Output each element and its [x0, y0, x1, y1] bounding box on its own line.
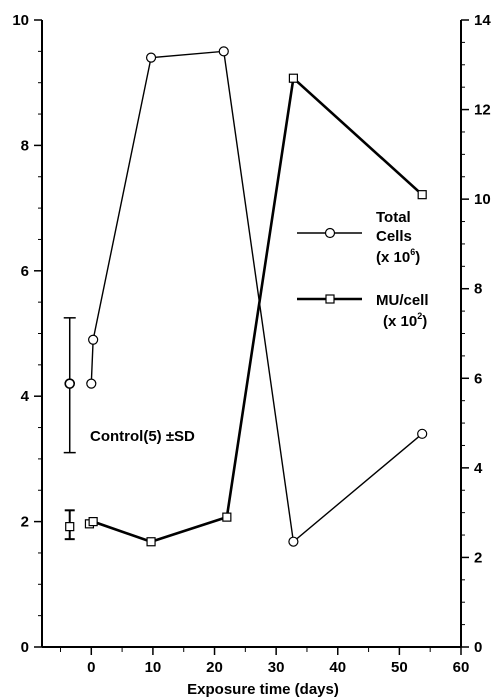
control-total-cells-point [64, 378, 76, 389]
y-right-tick-label: 14 [474, 12, 491, 29]
y-right-tick-label: 6 [474, 370, 482, 387]
legend-total-cells-line2: Cells [376, 228, 412, 245]
total-cells-series-line [90, 50, 423, 544]
control-layer: Control(5) ±SD [63, 317, 195, 541]
legend-mu-cell-close: ) [422, 313, 427, 330]
x-tick-label: 0 [87, 659, 95, 676]
legend-mu-cell-marker [325, 294, 335, 304]
control-label: Control(5) ±SD [90, 428, 195, 445]
series-layer [84, 46, 428, 547]
y-right-tick-label: 8 [474, 281, 482, 298]
y-right-tick-label: 10 [474, 191, 491, 208]
total-cells-point [88, 334, 99, 345]
y-right-tick-label: 0 [474, 639, 482, 656]
total-cells-point [86, 378, 97, 389]
y-right-tick-label: 2 [474, 549, 482, 566]
total-cells-point [417, 428, 428, 439]
x-tick-label: 40 [329, 659, 346, 676]
legend-mu-cell-unit: (x 10 [383, 313, 417, 330]
mu-cell-point [88, 516, 98, 527]
legend-total-cells-line3: (x 106) [376, 247, 420, 266]
mu-cell-point [146, 537, 156, 547]
total-cells-point [218, 46, 229, 57]
mu-cell-point [288, 73, 298, 83]
x-tick-label: 50 [391, 659, 408, 676]
legend-mu-cell-exponent: 2 [417, 311, 422, 321]
x-tick-label: 20 [206, 659, 223, 676]
y-left-tick-label: 10 [12, 12, 29, 29]
y-left-tick-label: 2 [21, 514, 29, 531]
legend-total-cells-marker [324, 227, 336, 239]
y-right-tick-label: 4 [474, 460, 483, 477]
mu-cell-point [417, 190, 427, 200]
y-right-tick-label: 12 [474, 102, 491, 119]
x-axis-title: Exposure time (days) [187, 681, 339, 698]
y-left-tick-label: 0 [21, 639, 29, 656]
axes: 0 2 4 6 8 10 0 2 4 6 8 10 12 14 0 10 20 30 40 50 60 [12, 12, 491, 676]
legend-total-cells-close: ) [415, 249, 420, 266]
y-left-tick-label: 6 [21, 263, 29, 280]
mu-cell-series-line [88, 75, 424, 544]
x-tick-label: 60 [453, 659, 470, 676]
total-cells-point [288, 536, 299, 547]
legend-total-cells-line1: Total [376, 209, 411, 226]
y-left-tick-label: 4 [21, 388, 30, 405]
mu-cell-point [222, 512, 232, 522]
total-cells-point [145, 52, 157, 63]
control-mu-cell-point [65, 522, 75, 532]
legend-total-cells-unit: (x 10 [376, 249, 410, 266]
y-left-tick-label: 8 [21, 137, 29, 154]
x-tick-label: 10 [145, 659, 162, 676]
legend-total-cells-exponent: 6 [410, 247, 415, 257]
legend-mu-cell-line1: MU/cell [376, 292, 429, 309]
x-tick-label: 30 [268, 659, 285, 676]
legend-mu-cell-line2: (x 102) [383, 311, 427, 330]
